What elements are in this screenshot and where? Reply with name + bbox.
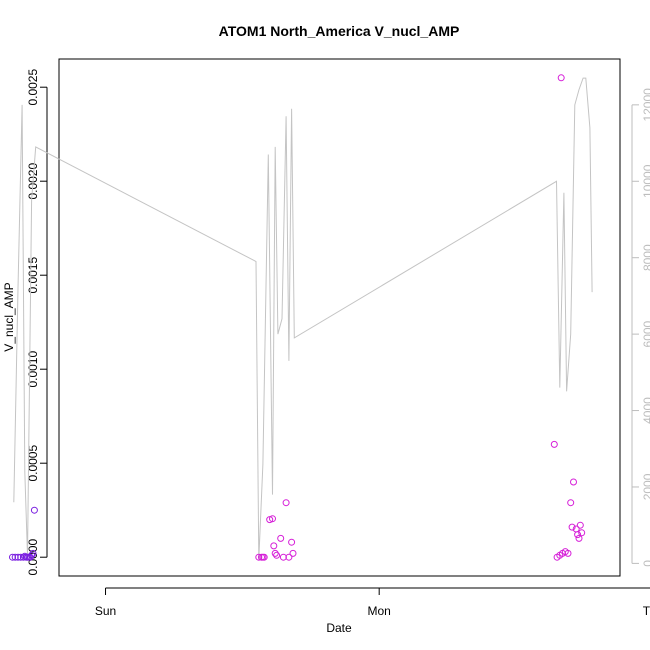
data-point [270, 542, 278, 550]
right-axis-tick-label: 12000 [641, 88, 650, 122]
data-point [282, 499, 290, 507]
left-axis-tick-label: 0.0015 [26, 257, 40, 294]
bottom-axis-tick-label: Sun [95, 604, 116, 618]
data-point [260, 553, 268, 561]
data-point [567, 499, 575, 507]
data-point [575, 534, 583, 542]
data-point [557, 74, 565, 82]
data-point [255, 553, 263, 561]
plot-frame [58, 58, 621, 577]
right-axis-tick-label: 10000 [641, 164, 650, 198]
data-point [14, 553, 22, 561]
right-axis-tick-label: 4000 [641, 397, 650, 424]
right-axis-tick-label: 6000 [641, 320, 650, 347]
right-axis-tick-label: 2000 [641, 473, 650, 500]
data-point [574, 531, 582, 539]
data-point [564, 549, 572, 557]
series-line [13, 77, 593, 560]
data-point [266, 516, 274, 524]
data-point [578, 529, 586, 537]
data-point [550, 440, 558, 448]
x-axis-label: Date [326, 621, 352, 635]
left-axis-tick-label: 0.0005 [26, 445, 40, 482]
data-point [271, 549, 279, 557]
right-axis-tick-label: 0 [641, 560, 650, 567]
bottom-axis-tick-label: Tue [643, 604, 650, 618]
data-point [30, 506, 38, 514]
data-point [288, 538, 296, 546]
data-point [28, 551, 36, 559]
series-layer [9, 74, 593, 561]
bottom-axis-tick-label: Mon [368, 604, 391, 618]
y-axis-label: V_nucl_AMP [2, 282, 16, 351]
data-point [568, 523, 576, 531]
data-point [285, 553, 293, 561]
data-point [273, 551, 281, 559]
right-axis: 0 2000 4000 6000 8000 10000 12000 [631, 88, 650, 567]
left-axis-tick-label: 0.0025 [26, 69, 40, 106]
data-point [576, 521, 584, 529]
data-point [570, 478, 577, 486]
left-axis-tick-label: 0.0010 [26, 351, 40, 388]
chart-title: ATOM1 North_America V_nucl_AMP [219, 23, 460, 39]
bottom-axis: Sun Mon Tue [95, 587, 650, 618]
right-axis-tick-label: 8000 [641, 244, 650, 271]
data-point [269, 515, 276, 523]
data-point [29, 549, 37, 557]
data-point [277, 534, 285, 542]
data-point [289, 549, 297, 557]
